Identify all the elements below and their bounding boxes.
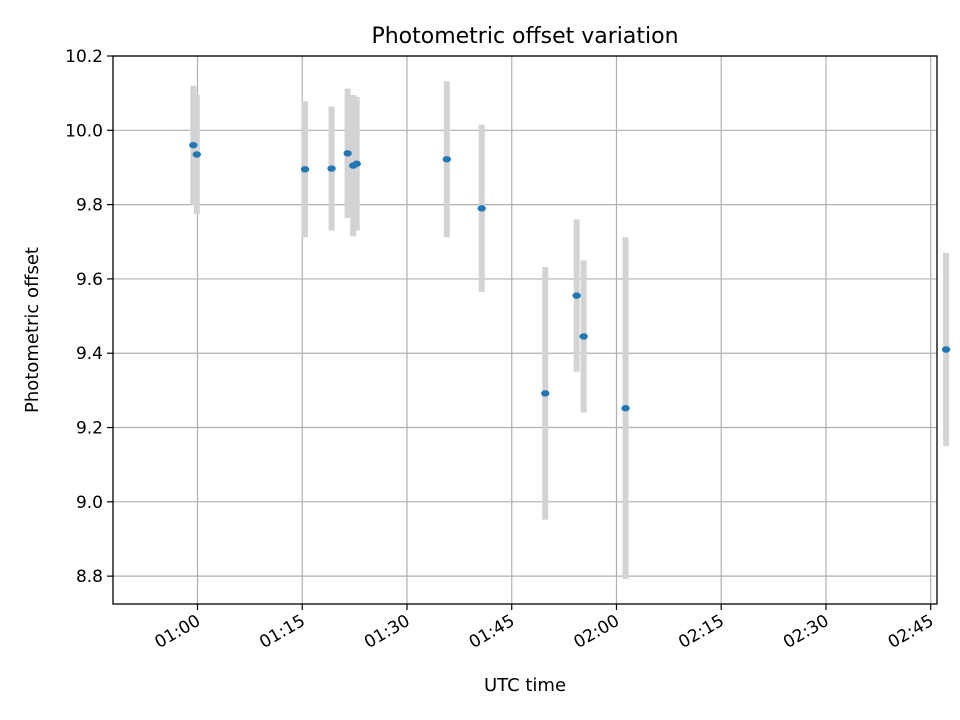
y-tick-label: 9.0 bbox=[76, 493, 103, 513]
y-tick-label: 9.8 bbox=[76, 196, 103, 216]
y-axis-label: Photometric offset bbox=[22, 247, 43, 413]
y-tick-label: 9.6 bbox=[76, 270, 103, 290]
y-tick-label: 9.2 bbox=[76, 419, 103, 439]
data-point bbox=[300, 166, 310, 173]
y-tick-label: 9.4 bbox=[76, 344, 103, 364]
x-axis-label: UTC time bbox=[484, 675, 566, 696]
y-tick-label: 8.8 bbox=[76, 567, 103, 587]
data-point bbox=[941, 346, 951, 353]
data-point bbox=[327, 165, 336, 172]
data-point bbox=[343, 150, 352, 157]
data-point bbox=[352, 160, 361, 167]
y-tick-label: 10.2 bbox=[65, 47, 103, 67]
plot-frame bbox=[112, 55, 938, 605]
data-point bbox=[442, 156, 451, 163]
data-point bbox=[579, 333, 588, 340]
y-tick-label: 10.0 bbox=[65, 121, 103, 141]
data-point bbox=[572, 292, 581, 299]
data-point bbox=[541, 390, 550, 397]
data-point bbox=[621, 405, 630, 412]
chart-title: Photometric offset variation bbox=[371, 24, 678, 49]
data-points bbox=[189, 141, 951, 412]
data-point bbox=[477, 205, 486, 212]
data-point bbox=[192, 151, 201, 158]
grid bbox=[113, 55, 937, 604]
data-point bbox=[189, 141, 198, 149]
y-axis: 8.8 9.0 9.2 9.4 9.6 9.8 10.0 10.2 bbox=[65, 47, 113, 587]
